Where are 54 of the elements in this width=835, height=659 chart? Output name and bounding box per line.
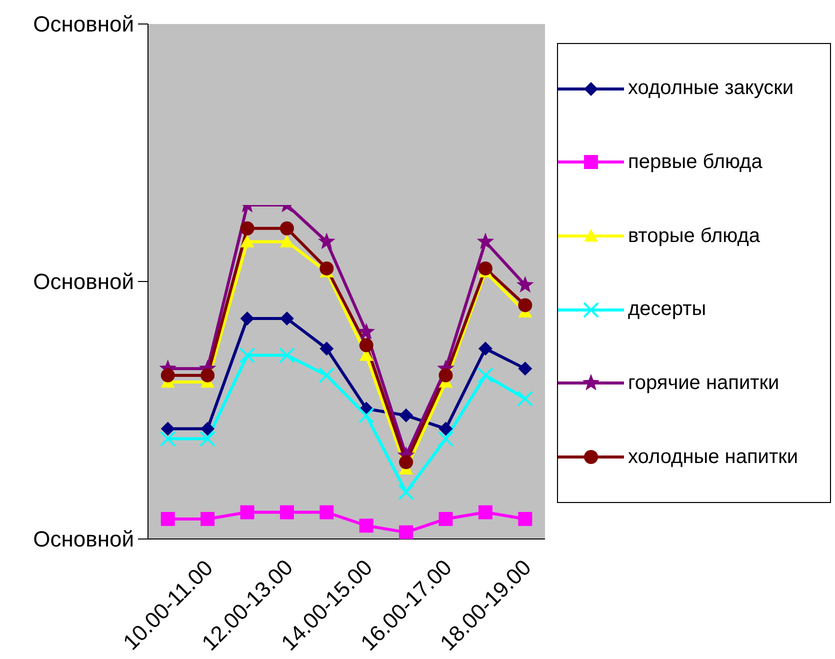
point [200,430,216,447]
point [438,422,453,436]
point [518,512,532,526]
point [358,322,376,340]
point [160,422,175,436]
text: Основной [33,526,134,552]
point [320,261,334,276]
point [478,342,492,356]
point [399,408,414,422]
point [518,362,532,376]
point [318,232,336,250]
point [200,368,215,382]
point [399,455,414,470]
point [477,367,494,384]
point [240,221,254,236]
point [160,512,175,526]
point [518,298,532,312]
point [358,407,374,424]
point [280,505,294,520]
legend-label: десерты [628,298,706,322]
point [478,261,492,276]
point [240,505,254,520]
point [359,518,374,533]
point [160,368,175,382]
legend-label: горячие напитки [628,372,780,395]
point [200,422,215,436]
point [239,347,256,364]
legend-label: первые блюда [628,150,762,174]
point [200,512,215,526]
point [280,221,294,236]
text: Основной [33,269,134,294]
legend-label: вторые блюда [628,224,760,248]
point [240,312,254,326]
point [240,234,254,248]
point [438,512,453,526]
point [438,368,453,382]
point [478,505,492,520]
point [280,234,294,248]
text: Основной [33,12,134,36]
legend-label: холодные напитки [628,446,798,469]
legend-label: ходолные закуски [628,77,794,100]
point [280,312,294,326]
point [320,505,334,520]
point [476,232,494,250]
point [516,276,534,293]
point [399,525,414,539]
point [398,484,414,500]
point [278,347,295,364]
point [517,390,534,407]
point [359,338,374,352]
point [320,342,334,356]
point [318,367,335,384]
point [160,430,176,447]
point [438,430,454,447]
